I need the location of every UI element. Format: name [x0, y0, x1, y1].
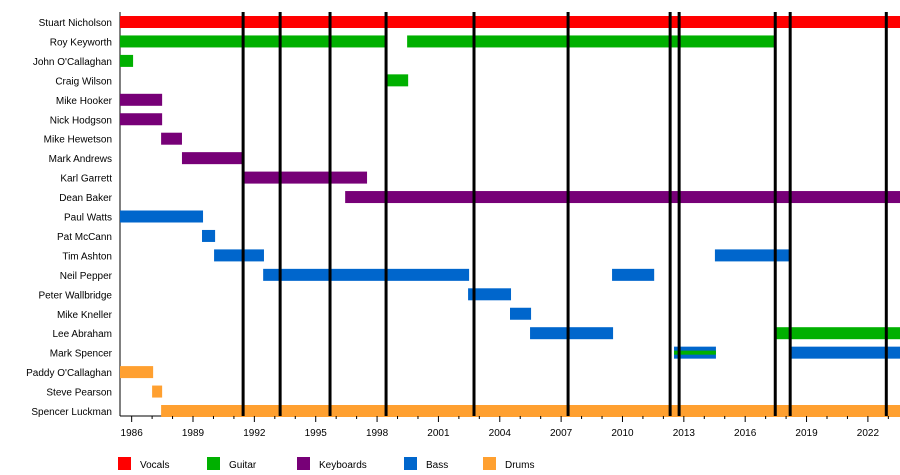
member-label: Dean Baker: [59, 193, 112, 204]
member-bar: [120, 54, 134, 67]
member-label: Paul Watts: [64, 213, 112, 224]
x-tick-label: 1986: [121, 428, 144, 439]
member-bar: [214, 249, 264, 262]
member-label: Nick Hodgson: [50, 115, 112, 126]
x-tick-label: 1998: [366, 428, 389, 439]
member-label: Lee Abraham: [53, 329, 113, 340]
member-bar: [510, 307, 532, 320]
member-bar: [120, 16, 900, 28]
member-label: Karl Garrett: [60, 174, 112, 185]
member-label: Stuart Nicholson: [39, 18, 112, 29]
legend-swatch: [297, 457, 310, 470]
x-tick-label: 2013: [673, 428, 696, 439]
member-bar: [263, 268, 470, 281]
legend-swatch: [404, 457, 417, 470]
member-bar-secondary-role: [674, 350, 716, 355]
legend-swatch: [483, 457, 496, 470]
x-tick-label: 2001: [427, 428, 450, 439]
member-bar: [120, 35, 387, 48]
member-bar: [181, 152, 244, 165]
x-tick-label: 2007: [550, 428, 573, 439]
member-bar: [468, 288, 512, 301]
legend-swatch: [207, 457, 220, 470]
member-label: Mike Hooker: [56, 96, 113, 107]
member-bar: [714, 249, 790, 262]
legend-label: Bass: [426, 460, 448, 471]
member-bar: [120, 93, 163, 106]
legend-label: Drums: [505, 460, 534, 471]
member-label: Mark Andrews: [49, 154, 112, 165]
member-label: Tim Ashton: [62, 251, 112, 262]
member-label: Mark Spencer: [50, 349, 113, 360]
member-label: Steve Pearson: [46, 388, 112, 399]
x-tick-label: 1989: [182, 428, 205, 439]
legend-label: Keyboards: [319, 460, 367, 471]
legend-label: Guitar: [229, 460, 257, 471]
x-tick-label: 2022: [857, 428, 880, 439]
member-bar: [345, 191, 900, 204]
member-label: Pat McCann: [57, 232, 112, 243]
member-label: Spencer Luckman: [31, 407, 112, 418]
x-tick-label: 2010: [611, 428, 634, 439]
x-tick-label: 2004: [489, 428, 512, 439]
x-tick-label: 1995: [305, 428, 328, 439]
member-bar: [161, 132, 182, 145]
member-bar: [386, 74, 409, 87]
member-label: Mike Hewetson: [44, 135, 112, 146]
member-label: Roy Keyworth: [50, 37, 112, 48]
member-label: Mike Kneller: [57, 310, 113, 321]
member-bar: [202, 229, 216, 242]
legend-label: Vocals: [140, 460, 169, 471]
member-label: Neil Pepper: [60, 271, 113, 282]
member-bar: [776, 327, 900, 340]
member-bar: [152, 385, 163, 398]
member-bar: [407, 35, 775, 48]
member-label: Peter Wallbridge: [38, 290, 112, 301]
x-tick-label: 2016: [734, 428, 757, 439]
member-bar: [120, 113, 163, 126]
member-bar: [530, 327, 614, 340]
member-label: Paddy O'Callaghan: [26, 368, 112, 379]
member-bar: [120, 366, 154, 379]
x-tick-label: 2019: [795, 428, 818, 439]
member-bar: [243, 171, 368, 184]
member-bar: [612, 268, 655, 281]
member-label: John O'Callaghan: [33, 57, 112, 68]
member-bar: [161, 405, 900, 417]
legend-swatch: [118, 457, 131, 470]
member-bar: [120, 210, 204, 223]
x-tick-label: 1992: [243, 428, 266, 439]
member-bar: [789, 346, 900, 359]
member-label: Craig Wilson: [55, 76, 112, 87]
